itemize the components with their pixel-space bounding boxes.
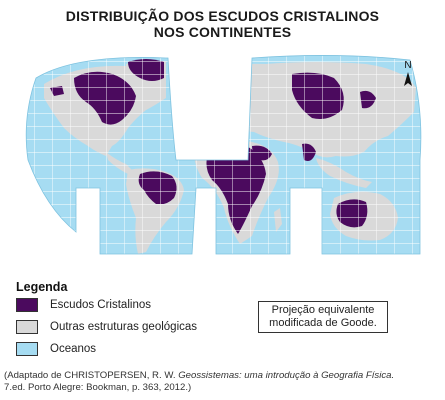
legend-item-other-structures: Outras estruturas geológicas xyxy=(16,320,276,336)
projection-outline xyxy=(25,55,422,255)
legend-item-oceans: Oceanos xyxy=(16,342,276,358)
north-arrow-label: N xyxy=(404,60,411,71)
source-citation: (Adaptado de CHRISTOPERSEN, R. W. Geossi… xyxy=(4,370,444,394)
source-prefix: (Adaptado de CHRISTOPERSEN, R. W. xyxy=(4,370,179,381)
goode-projection-map: N xyxy=(25,55,422,255)
legend-label-oceans: Oceanos xyxy=(50,343,97,355)
baltic-shield xyxy=(204,76,233,100)
legend-label-crystalline-shields: Escudos Cristalinos xyxy=(50,299,151,311)
projection-note-line-1: Projeção equivalente xyxy=(271,304,375,316)
legend-swatch-oceans xyxy=(16,342,38,356)
legend-swatch-other-structures xyxy=(16,320,38,334)
legend-item-crystalline-shields: Escudos Cristalinos xyxy=(16,298,276,314)
legend: Legenda Escudos Cristalinos Outras estru… xyxy=(16,280,436,360)
map-title-line-1: DISTRIBUIÇÃO DOS ESCUDOS CRISTALINOS xyxy=(65,8,380,24)
projection-note-line-2: modificada de Goode. xyxy=(269,317,377,329)
legend-title: Legenda xyxy=(16,280,68,294)
source-italic-title: Geossistemas: uma introdução à Geografia… xyxy=(178,370,395,381)
north-arrow-icon xyxy=(404,72,412,86)
north-arrow: N xyxy=(404,60,412,86)
map-title-line-2: NOS CONTINENTES xyxy=(153,24,292,40)
map-title: DISTRIBUIÇÃO DOS ESCUDOS CRISTALINOS NOS… xyxy=(0,8,445,40)
legend-label-other-structures: Outras estruturas geológicas xyxy=(50,321,198,333)
world-map: N xyxy=(16,48,428,260)
source-suffix: 7.ed. Porto Alegre: Bookman, p. 363, 201… xyxy=(4,382,192,393)
projection-note: Projeção equivalente modificada de Goode… xyxy=(258,301,388,333)
legend-swatch-crystalline-shields xyxy=(16,298,38,312)
graticule xyxy=(26,55,421,254)
